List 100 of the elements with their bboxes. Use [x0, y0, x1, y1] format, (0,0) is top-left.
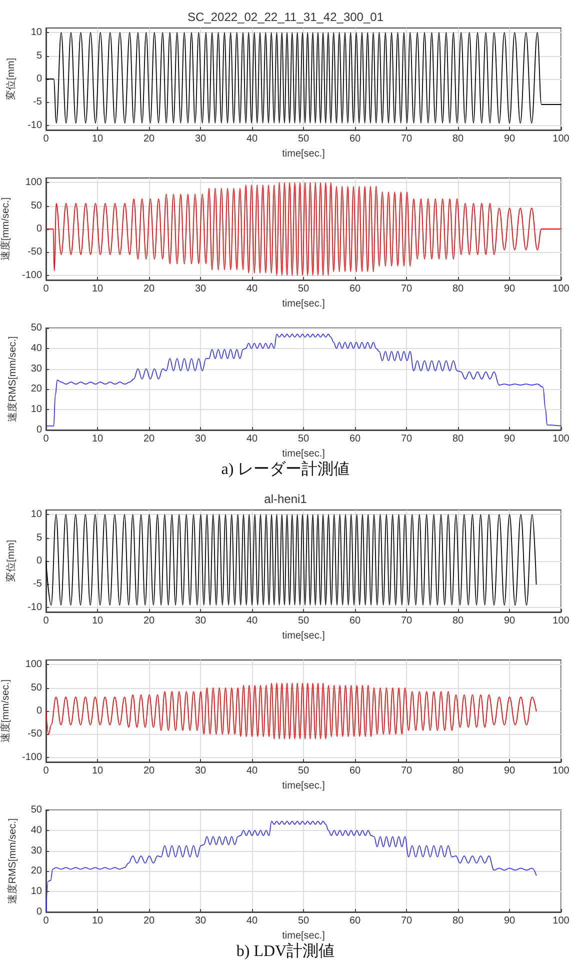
- x-tick-label: 40: [246, 134, 258, 144]
- y-tick-label: 40: [30, 342, 42, 354]
- x-axis-title: time[sec.]: [282, 298, 326, 310]
- x-axis-title: time[sec.]: [282, 630, 326, 642]
- x-tick-label: 10: [92, 616, 104, 626]
- x-tick-label: 40: [246, 434, 258, 444]
- y-axis-title: 変位[mm]: [5, 540, 18, 582]
- x-tick-label: 0: [43, 284, 50, 294]
- x-tick-label: 90: [504, 766, 516, 776]
- y-tick-label: 0: [36, 706, 42, 716]
- y-tick-label: -50: [28, 728, 42, 740]
- x-tick-label: 100: [552, 434, 570, 444]
- y-tick-label: 30: [30, 363, 42, 374]
- x-tick-label: 90: [504, 434, 516, 444]
- x-tick-label: 80: [452, 916, 464, 926]
- x-tick-label: 70: [400, 284, 412, 294]
- x-tick-label: 10: [92, 434, 104, 444]
- x-tick-label: 80: [452, 766, 464, 776]
- y-tick-label: 30: [30, 845, 42, 856]
- y-tick-label: 10: [30, 509, 42, 520]
- x-tick-label: 30: [194, 284, 206, 294]
- x-tick-label: 90: [504, 134, 516, 144]
- x-tick-label: 30: [194, 766, 206, 776]
- y-tick-label: 50: [30, 804, 42, 816]
- y-tick-label: -100: [22, 270, 42, 281]
- y-tick-label: 20: [30, 866, 42, 877]
- x-tick-label: 80: [452, 284, 464, 294]
- x-tick-label: 20: [143, 616, 155, 626]
- x-tick-label: 0: [43, 134, 50, 144]
- y-tick-label: 0: [36, 906, 42, 918]
- y-tick-label: 0: [36, 224, 42, 234]
- x-tick-label: 20: [143, 284, 155, 294]
- x-tick-label: 90: [504, 284, 516, 294]
- x-tick-label: 30: [194, 916, 206, 926]
- x-tick-label: 60: [349, 616, 361, 626]
- x-tick-label: 50: [298, 766, 310, 776]
- x-tick-label: 90: [504, 616, 516, 626]
- y-axis-title: 変位[mm]: [5, 58, 18, 100]
- line-series: [46, 514, 537, 606]
- x-tick-label: 10: [92, 284, 104, 294]
- y-axis-title: 速度RMS[mm/sec.]: [6, 336, 18, 422]
- y-tick-label: -50: [28, 246, 42, 258]
- x-axis-title: time[sec.]: [282, 448, 326, 460]
- x-axis-title: time[sec.]: [282, 148, 326, 160]
- x-tick-label: 70: [400, 916, 412, 926]
- x-tick-label: 0: [43, 434, 50, 444]
- y-tick-label: 40: [30, 824, 42, 836]
- y-tick-label: -100: [22, 752, 42, 763]
- x-tick-label: 40: [246, 616, 258, 626]
- y-axis-title: 速度[mm/sec.]: [0, 679, 12, 743]
- x-tick-label: 60: [349, 284, 361, 294]
- x-tick-label: 60: [349, 766, 361, 776]
- x-tick-label: 60: [349, 916, 361, 926]
- x-tick-label: 50: [298, 616, 310, 626]
- x-axis-title: time[sec.]: [282, 780, 326, 792]
- y-tick-label: 0: [36, 74, 42, 84]
- x-tick-label: 10: [92, 766, 104, 776]
- x-tick-label: 20: [143, 916, 155, 926]
- y-tick-label: -10: [28, 602, 42, 613]
- x-tick-label: 30: [194, 616, 206, 626]
- x-tick-label: 40: [246, 916, 258, 926]
- text: b) LDV計測値: [235, 942, 336, 962]
- line-series: [46, 182, 562, 276]
- x-tick-label: 50: [298, 434, 310, 444]
- x-tick-label: 0: [43, 616, 50, 626]
- x-tick-label: 60: [349, 134, 361, 144]
- x-tick-label: 70: [400, 766, 412, 776]
- y-tick-label: 10: [30, 404, 42, 416]
- x-tick-label: 50: [298, 916, 310, 926]
- x-tick-label: 100: [552, 916, 570, 926]
- x-tick-label: 100: [552, 284, 570, 294]
- line-series: [46, 334, 562, 426]
- y-tick-label: 100: [25, 659, 42, 670]
- y-tick-label: 5: [36, 50, 42, 62]
- y-tick-label: -5: [33, 96, 42, 108]
- x-tick-label: 80: [452, 134, 464, 144]
- y-tick-label: 50: [30, 200, 42, 212]
- x-tick-label: 60: [349, 434, 361, 444]
- x-tick-label: 20: [143, 434, 155, 444]
- line-series: [46, 682, 537, 740]
- y-tick-label: 10: [30, 886, 42, 898]
- x-tick-label: 20: [143, 134, 155, 144]
- y-tick-label: 5: [36, 532, 42, 544]
- y-tick-label: 0: [36, 424, 42, 436]
- y-tick-label: 50: [30, 322, 42, 334]
- y-tick-label: 10: [30, 27, 42, 38]
- line-series: [46, 32, 562, 124]
- x-tick-label: 100: [552, 766, 570, 776]
- x-tick-label: 90: [504, 916, 516, 926]
- x-tick-label: 50: [298, 134, 310, 144]
- x-tick-label: 70: [400, 134, 412, 144]
- x-tick-label: 20: [143, 766, 155, 776]
- x-tick-label: 0: [43, 766, 50, 776]
- y-tick-label: 50: [30, 682, 42, 694]
- y-tick-label: 20: [30, 384, 42, 395]
- x-tick-label: 80: [452, 616, 464, 626]
- y-tick-label: -5: [33, 578, 42, 590]
- text: a) レーダー計測値: [220, 460, 351, 480]
- x-tick-label: 80: [452, 434, 464, 444]
- x-axis-title: time[sec.]: [282, 930, 326, 942]
